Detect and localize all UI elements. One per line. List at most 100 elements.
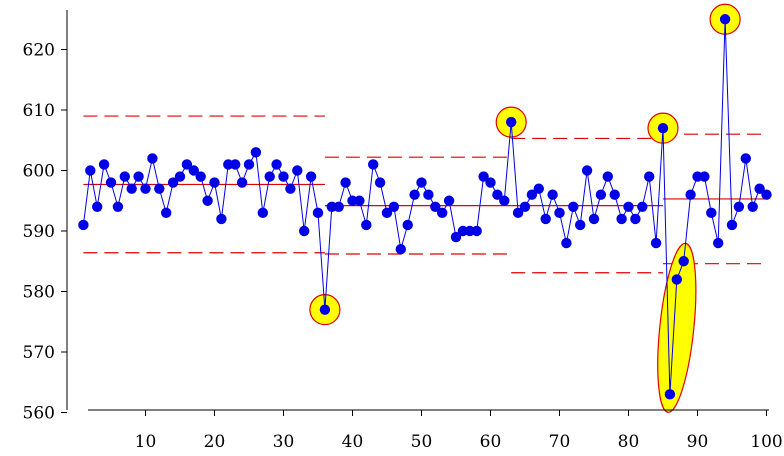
y-tick-label: 620	[23, 41, 55, 61]
x-tick-label: 40	[342, 432, 364, 452]
data-point	[540, 213, 551, 225]
data-point	[726, 219, 738, 231]
x-tick-label: 50	[411, 432, 433, 452]
data-point	[512, 207, 524, 219]
data-point	[78, 219, 89, 231]
data-point	[292, 165, 303, 176]
data-point	[699, 171, 710, 182]
data-point	[174, 171, 186, 182]
y-tick-label: 590	[23, 222, 55, 242]
data-point	[644, 171, 655, 182]
data-point	[216, 213, 227, 225]
data-point	[485, 177, 496, 188]
data-point	[437, 207, 448, 219]
data-point	[243, 159, 255, 170]
data-point	[395, 243, 406, 255]
data-point	[368, 159, 379, 170]
data-point	[98, 159, 110, 170]
data-point	[650, 237, 662, 249]
data-point	[519, 201, 531, 212]
data-point	[105, 177, 117, 188]
data-point	[637, 201, 648, 212]
data-point	[706, 207, 717, 219]
x-tick-label: 30	[273, 432, 295, 452]
data-point	[506, 116, 517, 128]
data-point	[685, 189, 696, 200]
data-point	[181, 159, 193, 170]
data-point	[595, 189, 607, 200]
data-point	[333, 201, 344, 212]
data-point	[588, 213, 600, 225]
data-point	[161, 207, 172, 219]
data-point	[602, 171, 613, 182]
data-point	[195, 171, 206, 182]
data-point	[499, 195, 510, 206]
data-point	[133, 171, 144, 182]
run-highlight	[657, 242, 697, 413]
data-point	[609, 189, 620, 200]
data-point	[250, 147, 262, 158]
x-tick-label: 100	[750, 432, 782, 452]
data-point	[554, 207, 565, 219]
data-point	[264, 171, 275, 182]
x-tick-label: 70	[549, 432, 571, 452]
data-point	[754, 183, 765, 194]
data-point	[671, 274, 682, 285]
data-point	[285, 183, 296, 194]
data-point	[678, 256, 689, 267]
data-point	[374, 177, 386, 188]
data-point	[409, 189, 420, 200]
data-point	[713, 237, 724, 249]
data-point	[354, 195, 365, 206]
data-point	[747, 201, 758, 212]
data-point	[154, 183, 165, 194]
tick-labels: 560 570 580 590 600 610 620 10 20 30 40 50 60 70 80 90 1…	[23, 41, 783, 453]
x-tick-label: 10	[135, 432, 157, 452]
data-point	[478, 171, 489, 182]
data-point	[388, 201, 400, 212]
data-point	[202, 195, 213, 206]
data-point	[657, 122, 669, 134]
data-point	[147, 153, 158, 164]
data-point	[471, 225, 482, 237]
data-point	[230, 159, 241, 170]
y-tick-label: 610	[23, 101, 55, 121]
y-tick-label: 600	[23, 162, 55, 182]
data-point	[119, 171, 130, 182]
data-point	[581, 165, 593, 176]
data-point	[664, 389, 676, 400]
data-point	[561, 237, 572, 249]
y-tick-label: 580	[23, 283, 55, 303]
data-point	[623, 201, 634, 212]
y-tick-label: 560	[23, 404, 55, 424]
data-point	[733, 201, 745, 212]
data-point	[126, 183, 137, 194]
data-point	[167, 177, 179, 188]
data-point	[430, 201, 441, 212]
x-tick-label: 80	[618, 432, 640, 452]
data-point	[257, 207, 268, 219]
data-point	[547, 189, 558, 200]
data-point	[312, 207, 324, 219]
x-tick-label: 90	[687, 432, 709, 452]
data-point	[526, 189, 538, 200]
data-point	[112, 201, 124, 212]
data-point	[568, 201, 579, 212]
data-point	[361, 219, 372, 231]
data-point	[188, 165, 199, 176]
data-point	[319, 304, 331, 315]
data-point	[616, 213, 627, 225]
data-point	[92, 201, 103, 212]
data-point	[340, 177, 351, 188]
data-point	[575, 219, 586, 231]
x-tick-label: 60	[480, 432, 502, 452]
data-point	[719, 14, 731, 25]
data-point	[278, 171, 289, 182]
data-point	[450, 231, 462, 243]
data-point	[416, 177, 427, 188]
data-point	[236, 177, 248, 188]
data-point	[761, 189, 772, 200]
data-point	[209, 177, 220, 188]
data-point	[299, 225, 310, 237]
